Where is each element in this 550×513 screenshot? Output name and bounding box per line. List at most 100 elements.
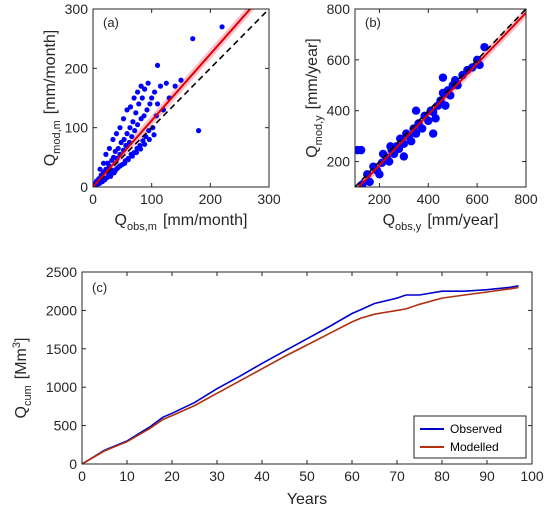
panel-b-ytick-label: 200	[327, 154, 351, 170]
panel-a-data-point	[147, 101, 153, 107]
panel-c-legend: Observed Modelled	[413, 415, 527, 459]
panel-a-data-point	[133, 110, 139, 116]
panel-a-data-point	[97, 166, 103, 172]
legend-box	[413, 415, 527, 459]
panel-b-data-point	[385, 157, 394, 166]
panel-b-ylabel-text: Qmod,y[mm/year]	[304, 38, 325, 158]
panel-a-data-point	[146, 136, 152, 143]
panel-c-label: (c)	[92, 280, 107, 295]
panel-b-data-point	[406, 137, 416, 146]
panel-a-data-point	[149, 95, 155, 101]
panel-c-lines	[81, 285, 519, 465]
panel-b-ytick-label: 400	[327, 103, 351, 119]
panel-a-data-point	[133, 149, 140, 156]
panel-c-ytick-label: 500	[54, 418, 78, 434]
panel-a-ytick-label: 100	[65, 120, 89, 136]
panel-a-data-point	[157, 83, 164, 89]
panel-a-data-point	[117, 125, 123, 131]
panel-c-xtick-label: 0	[78, 468, 86, 484]
panel-a-xtick-label: 300	[257, 191, 281, 207]
panel-a-data-point	[178, 77, 184, 83]
panel-b-data-point	[356, 145, 366, 155]
legend-label: Modelled	[450, 440, 499, 454]
panel-b-data-point	[399, 152, 409, 161]
panel-b-ytick-label: 800	[327, 1, 351, 17]
panel-b-data-point	[441, 101, 450, 110]
series-line-observed	[81, 285, 519, 465]
panel-c-xtick-label: 10	[119, 468, 135, 484]
panel-a-data-point	[123, 142, 129, 149]
panel-a-ytick-label: 300	[65, 1, 89, 17]
panel-b-xlabel-text: Qobs,y [mm/year]	[383, 212, 499, 233]
panel-a-data-point	[138, 83, 144, 89]
panel-a-xlabel-text: Qobs,m [mm/month]	[115, 212, 248, 233]
panel-a-data-point	[134, 89, 141, 95]
panel-a-data-point	[129, 153, 135, 159]
panel-a-data-point	[115, 145, 121, 152]
panel-b-frame	[354, 8, 527, 188]
panel-c-xlabel: Years	[287, 491, 327, 508]
panel-a-ticks: 0 100 200 300 0 100 200 300	[65, 1, 281, 207]
panel-b-data-point	[438, 73, 448, 82]
panel-a-data-point	[100, 160, 107, 166]
panel-b-xtick-label: 800	[514, 191, 538, 207]
panel-a-data-point	[106, 145, 113, 152]
panel-c-ticks: 0 10 20 30 40 50 60 70 80 90 100050010001500200025…	[46, 264, 544, 484]
panel-b-label: (b)	[365, 15, 381, 30]
panel-b-lines	[355, 9, 526, 187]
panel-c-xtick-label: 20	[164, 468, 180, 484]
panel-b: 200 400 600 800 200 400 600 800 (b) Qobs,y [mm/y…	[304, 1, 538, 233]
panel-b-xlabel: Qobs,y [mm/year]	[383, 212, 499, 233]
panel-a-data-point	[172, 83, 178, 89]
panel-a-data-point	[113, 131, 120, 137]
panel-a-data-point	[154, 62, 161, 68]
panel-a-ytick-label: 0	[80, 179, 88, 195]
panel-a-data-point	[151, 132, 157, 138]
panel-b-data-point	[417, 124, 427, 133]
series-line-modelled	[81, 286, 519, 465]
panel-c-ytick-label: 2000	[46, 302, 77, 318]
panel-a-data-point	[139, 95, 145, 101]
panel-b-data-point	[428, 129, 438, 138]
panel-a-fit-line	[93, 9, 252, 187]
panel-c-ylabel: Qcum[Mm3]	[11, 338, 34, 419]
panel-a-data-point	[124, 107, 130, 113]
panel-b-xtick-label: 400	[417, 191, 441, 207]
panel-b-data-point	[424, 116, 433, 126]
panel-c-ytick-label: 1000	[46, 379, 77, 395]
panel-a-data-point	[122, 160, 128, 166]
panel-c: 0 10 20 30 40 50 60 70 80 90 100050010001500200025…	[11, 264, 544, 508]
panel-a-data-point	[137, 146, 144, 152]
panel-c-xtick-label: 60	[344, 468, 360, 484]
panel-c-xtick-label: 30	[209, 468, 225, 484]
panel-a-xtick-label: 200	[199, 191, 223, 207]
panel-b-ticks: 200 400 600 800 200 400 600 800	[327, 1, 538, 207]
panel-b-one-to-one-line	[355, 9, 526, 187]
panel-c-xtick-label: 50	[299, 468, 315, 484]
panel-a-ytick-label: 200	[65, 60, 89, 76]
panel-c-ylabel-text: Qcum[Mm3]	[11, 338, 34, 419]
panel-a: 0 100 200 300 0 100 200 300 (a) Qobs,m [mm/month…	[42, 1, 281, 233]
panel-a-data-point	[219, 24, 225, 30]
panel-a-data-point	[150, 125, 156, 131]
panel-a-xlabel: Qobs,m [mm/month]	[115, 212, 248, 233]
panel-b-xtick-label: 200	[368, 191, 392, 207]
panel-a-xtick-label: 100	[140, 191, 164, 207]
panel-c-xtick-label: 70	[389, 468, 405, 484]
panel-b-ytick-label: 600	[327, 52, 351, 68]
panel-a-data-point	[124, 131, 130, 137]
panel-a-data-point	[121, 136, 127, 143]
panel-a-data-point	[142, 86, 148, 92]
panel-a-data-point	[163, 80, 169, 86]
panel-a-data-point	[103, 151, 109, 157]
panel-a-data-point	[132, 128, 138, 134]
legend-label: Observed	[450, 422, 502, 436]
panel-c-xtick-label: 100	[520, 468, 544, 484]
panel-a-data-point	[112, 168, 118, 175]
panel-a-ylabel-text: Qmod,m[mm/month]	[42, 30, 63, 167]
panel-a-data-point	[110, 136, 116, 143]
panel-a-data-point	[127, 125, 133, 131]
panel-a-lines	[93, 9, 269, 187]
panel-a-label: (a)	[103, 15, 119, 30]
panel-a-data-point	[125, 157, 131, 163]
